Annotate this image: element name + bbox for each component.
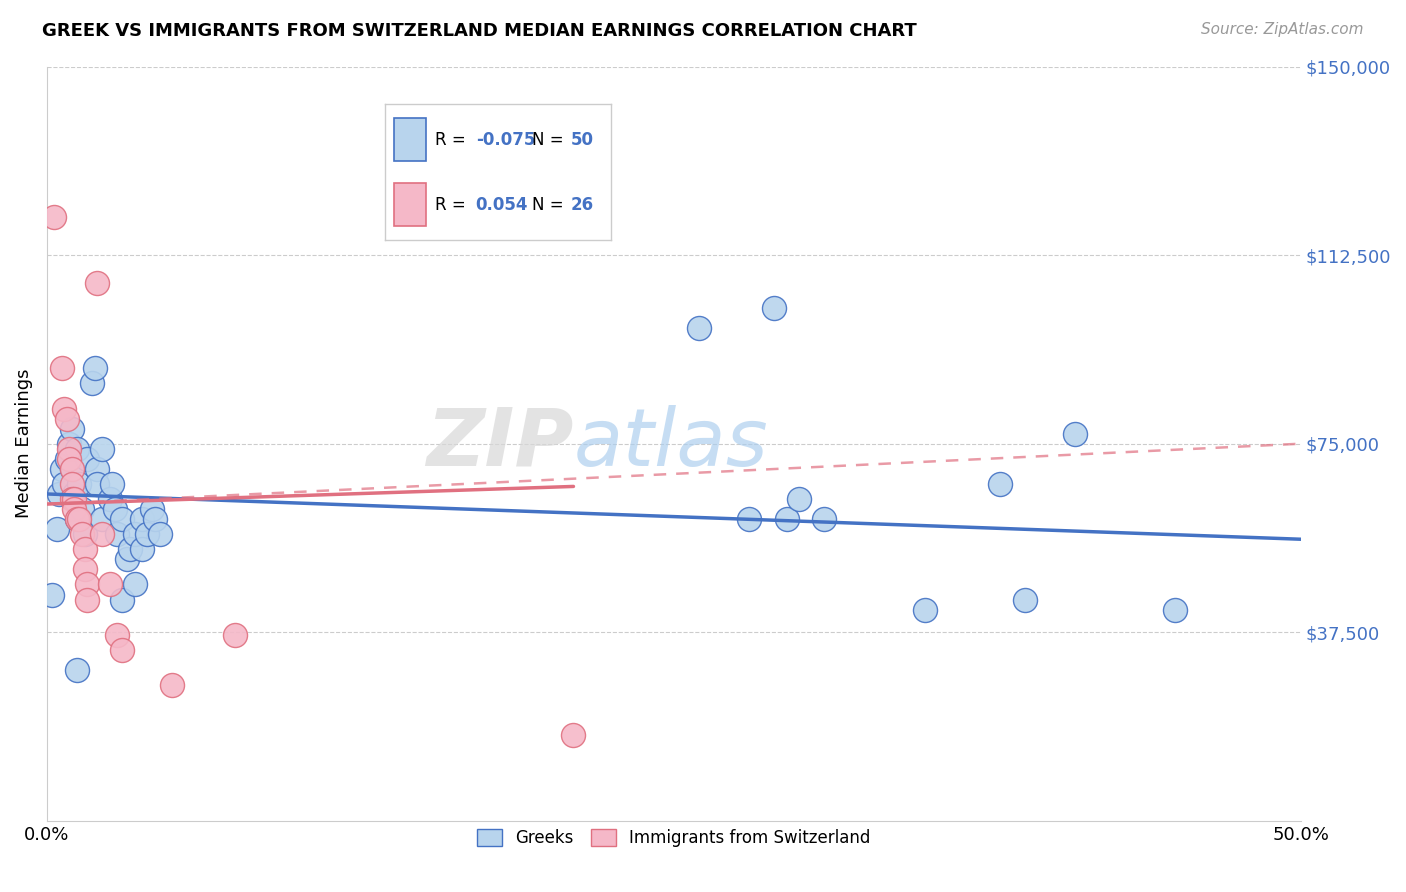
Point: [73, 542, 96, 557]
Point: [41, 588, 63, 602]
Point: [562, 728, 585, 742]
Point: [58, 451, 80, 466]
Point: [1064, 426, 1087, 441]
Point: [60, 477, 83, 491]
Point: [53, 401, 76, 416]
Point: [51, 462, 73, 476]
Point: [76, 451, 98, 466]
Point: [775, 512, 797, 526]
Point: [76, 592, 98, 607]
Point: [131, 512, 153, 526]
Point: [86, 477, 108, 491]
Point: [787, 491, 810, 506]
Point: [136, 527, 159, 541]
Point: [53, 477, 76, 491]
Point: [143, 512, 166, 526]
Point: [44, 211, 66, 225]
Point: [988, 477, 1011, 491]
Point: [111, 512, 134, 526]
Point: [813, 512, 835, 526]
Point: [763, 301, 786, 315]
Point: [104, 502, 127, 516]
Point: [80, 376, 103, 391]
Point: [73, 527, 96, 541]
Point: [69, 512, 91, 526]
Point: [115, 552, 138, 566]
Point: [45, 522, 67, 536]
Point: [91, 512, 114, 526]
Point: [66, 512, 89, 526]
Point: [66, 442, 89, 456]
Point: [738, 512, 761, 526]
Point: [60, 462, 83, 476]
Point: [66, 663, 89, 677]
Point: [1164, 602, 1187, 616]
Point: [60, 422, 83, 436]
Point: [69, 477, 91, 491]
Point: [118, 542, 141, 557]
Point: [63, 491, 86, 506]
Point: [63, 502, 86, 516]
Point: [224, 628, 246, 642]
Point: [60, 491, 83, 506]
Point: [76, 577, 98, 591]
Text: ZIP: ZIP: [426, 405, 574, 483]
Point: [58, 442, 80, 456]
Text: Source: ZipAtlas.com: Source: ZipAtlas.com: [1201, 22, 1364, 37]
Point: [70, 502, 93, 516]
Point: [101, 477, 124, 491]
Point: [688, 321, 710, 335]
Point: [60, 462, 83, 476]
Point: [98, 577, 121, 591]
Text: GREEK VS IMMIGRANTS FROM SWITZERLAND MEDIAN EARNINGS CORRELATION CHART: GREEK VS IMMIGRANTS FROM SWITZERLAND MED…: [42, 22, 917, 40]
Point: [91, 527, 114, 541]
Point: [73, 562, 96, 576]
Point: [86, 276, 108, 290]
Point: [86, 462, 108, 476]
Point: [70, 527, 93, 541]
Legend: Greeks, Immigrants from Switzerland: Greeks, Immigrants from Switzerland: [471, 822, 877, 854]
Point: [105, 628, 128, 642]
Point: [58, 436, 80, 450]
Point: [66, 512, 89, 526]
Point: [914, 602, 936, 616]
Text: atlas: atlas: [574, 405, 768, 483]
Point: [91, 442, 114, 456]
Y-axis label: Median Earnings: Median Earnings: [15, 369, 32, 518]
Point: [1014, 592, 1036, 607]
Point: [48, 487, 70, 501]
Point: [149, 527, 172, 541]
Point: [83, 361, 105, 376]
Point: [111, 592, 134, 607]
Point: [141, 502, 163, 516]
Point: [162, 678, 184, 692]
Point: [131, 542, 153, 557]
Point: [63, 487, 86, 501]
Point: [56, 411, 79, 425]
Point: [124, 527, 146, 541]
Point: [105, 527, 128, 541]
Point: [98, 491, 121, 506]
Point: [111, 643, 134, 657]
Point: [56, 451, 79, 466]
Point: [124, 577, 146, 591]
Point: [51, 361, 73, 376]
